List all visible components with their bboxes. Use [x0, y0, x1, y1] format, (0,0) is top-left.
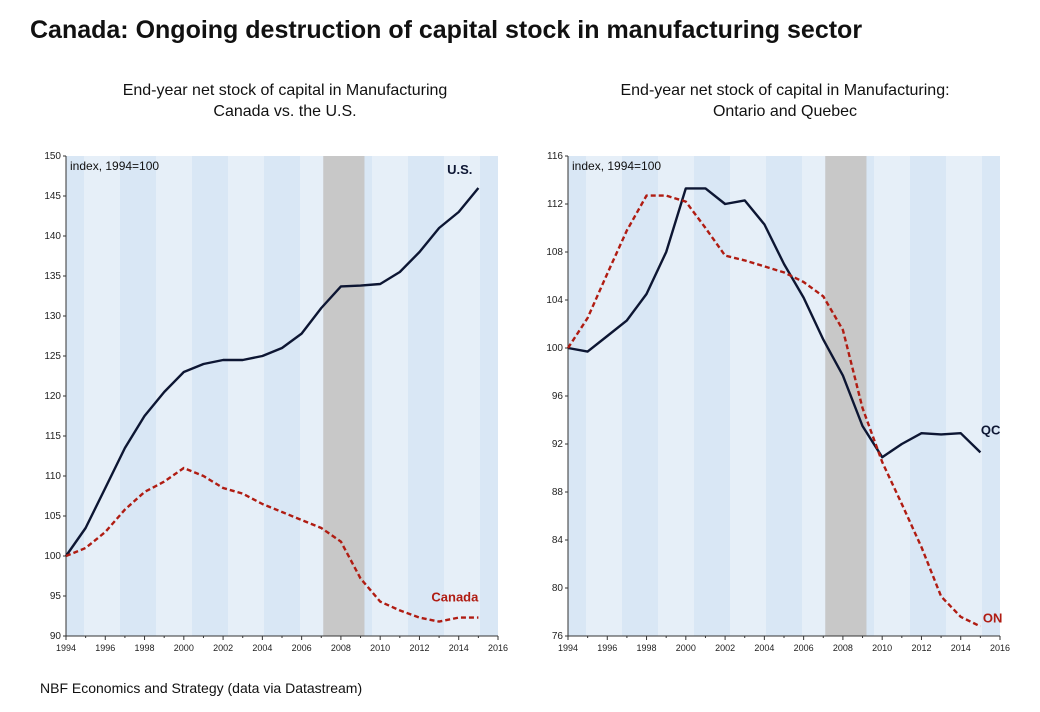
- left-x-tick-label: 2010: [370, 643, 390, 653]
- right-y-tick-label: 104: [546, 295, 563, 306]
- main-title: Canada: Ongoing destruction of capital s…: [30, 16, 863, 44]
- right-background-stripe: [658, 156, 694, 636]
- right-plot-area: [568, 156, 1000, 636]
- right-background-stripe: [874, 156, 910, 636]
- left-x-tick-label: 1996: [95, 643, 115, 653]
- right-background-stripe: [730, 156, 766, 636]
- left-y-tick-label: 150: [44, 151, 61, 162]
- right-x-tick-label: 2006: [794, 643, 814, 653]
- left-series-canada: [65, 466, 479, 623]
- left-x-tick-label: 2002: [213, 643, 233, 653]
- right-series-on: [566, 194, 981, 628]
- left-y-tick-label: 110: [45, 471, 61, 482]
- left-y-tick-label: 100: [44, 551, 61, 562]
- left-y-tick-label: 95: [50, 591, 62, 602]
- left-x-tick-label: 2014: [449, 643, 469, 653]
- left-plot-area: [66, 156, 498, 636]
- left-series-label-canada: Canada: [431, 590, 479, 605]
- left-series-us: [65, 187, 480, 557]
- left-x-tick-label: 2000: [174, 643, 194, 653]
- right-chart-title-line-1: End-year net stock of capital in Manufac…: [620, 82, 950, 99]
- left-chart-title-line-1: End-year net stock of capital in Manufac…: [122, 82, 448, 99]
- right-y-tick-label: 100: [546, 343, 563, 354]
- right-y-tick-label: 108: [546, 247, 563, 258]
- left-chart: 90 95 100 105 110 115 120 125 130 135 140 145 150 199…: [44, 151, 508, 653]
- left-background-stripe: [228, 156, 264, 636]
- right-y-tick-label: 80: [552, 583, 564, 594]
- left-x-tick-label: 2004: [252, 643, 272, 653]
- left-x-tick-label: 1994: [56, 643, 76, 653]
- left-series-label-us: U.S.: [447, 162, 472, 177]
- left-x-tick-label: 1998: [135, 643, 155, 653]
- right-y-tick-label: 92: [552, 439, 564, 450]
- right-chart-title-line-2: Ontario and Quebec: [712, 103, 858, 120]
- left-background-stripe: [444, 156, 480, 636]
- left-y-tick-label: 120: [44, 391, 61, 402]
- right-x-tick-label: 2010: [872, 643, 892, 653]
- right-y-tick-label: 112: [547, 199, 563, 210]
- right-series-label-on: ON: [983, 610, 1003, 625]
- left-x-tick-label: 2016: [488, 643, 508, 653]
- left-recession-band: [323, 156, 365, 636]
- right-chart-title: End-year net stock of capital in Manufac…: [540, 80, 1030, 122]
- left-y-tick-label: 90: [50, 631, 62, 642]
- right-y-tick-label: 76: [552, 631, 564, 642]
- left-x-tick-label: 2008: [331, 643, 351, 653]
- right-chart: 76 80 84 88 92 96 100 104 108 112 116 1994 1996 1998 2…: [546, 151, 1010, 653]
- right-y-tick-label: 96: [552, 391, 564, 402]
- right-y-tick-label: 84: [552, 535, 564, 546]
- right-x-tick-label: 2002: [715, 643, 735, 653]
- right-unit-label: index, 1994=100: [572, 159, 661, 173]
- right-y-tick-label: 116: [547, 151, 563, 162]
- source-note: NBF Economics and Strategy (data via Dat…: [40, 680, 363, 696]
- right-x-tick-label: 1994: [558, 643, 578, 653]
- right-x-tick-label: 2008: [833, 643, 853, 653]
- right-background-stripe: [946, 156, 982, 636]
- right-x-tick-label: 1998: [637, 643, 657, 653]
- left-y-tick-label: 145: [44, 191, 61, 202]
- left-y-tick-label: 130: [44, 311, 61, 322]
- left-unit-label: index, 1994=100: [70, 159, 159, 173]
- left-y-tick-label: 135: [44, 271, 61, 282]
- right-series-label-qc: QC: [981, 422, 1001, 437]
- left-chart-title: End-year net stock of capital in Manufac…: [40, 80, 530, 122]
- right-x-tick-label: 1996: [597, 643, 617, 653]
- right-x-tick-label: 2016: [990, 643, 1010, 653]
- right-recession-band: [825, 156, 867, 636]
- right-x-tick-label: 2014: [951, 643, 971, 653]
- right-x-tick-label: 2000: [676, 643, 696, 653]
- left-background-stripe: [372, 156, 408, 636]
- right-y-tick-label: 88: [552, 487, 564, 498]
- right-background-stripe: [586, 156, 622, 636]
- left-background-stripe: [84, 156, 120, 636]
- left-y-tick-label: 125: [44, 351, 61, 362]
- left-chart-title-line-2: Canada vs. the U.S.: [213, 103, 357, 120]
- right-x-tick-label: 2012: [911, 643, 931, 653]
- left-y-tick-label: 140: [44, 231, 61, 242]
- left-x-tick-label: 2012: [409, 643, 429, 653]
- left-x-tick-label: 2006: [292, 643, 312, 653]
- right-x-tick-label: 2004: [754, 643, 774, 653]
- left-y-tick-label: 115: [45, 431, 61, 442]
- left-y-tick-label: 105: [44, 511, 61, 522]
- right-series-qc: [567, 187, 982, 459]
